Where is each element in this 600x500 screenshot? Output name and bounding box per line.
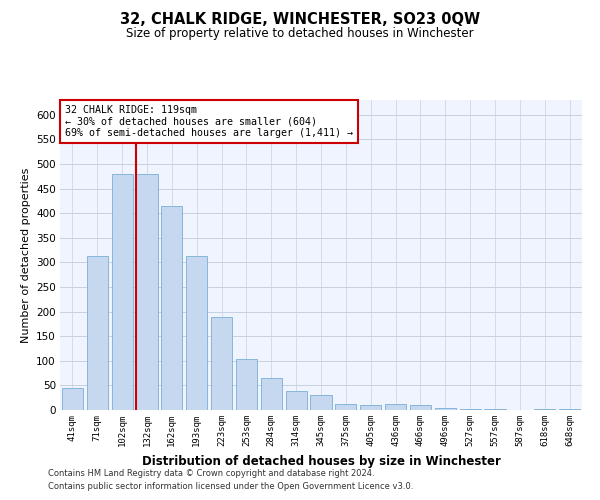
Bar <box>136 174 158 410</box>
Y-axis label: Number of detached properties: Number of detached properties <box>20 168 31 342</box>
Bar <box>435 408 456 410</box>
Bar <box>534 408 555 410</box>
Text: 32 CHALK RIDGE: 119sqm
← 30% of detached houses are smaller (604)
69% of semi-de: 32 CHALK RIDGE: 119sqm ← 30% of detached… <box>65 104 353 138</box>
Bar <box>236 360 257 410</box>
Bar <box>559 409 580 410</box>
Bar <box>335 404 356 410</box>
Text: Contains public sector information licensed under the Open Government Licence v3: Contains public sector information licen… <box>48 482 413 491</box>
Bar <box>286 392 307 410</box>
Bar <box>261 378 282 410</box>
Bar <box>310 395 332 410</box>
Bar <box>410 405 431 410</box>
Bar <box>186 256 207 410</box>
Text: Size of property relative to detached houses in Winchester: Size of property relative to detached ho… <box>126 28 474 40</box>
Bar <box>360 405 381 410</box>
Bar <box>460 408 481 410</box>
Bar <box>87 256 108 410</box>
Bar <box>112 174 133 410</box>
Bar <box>385 404 406 410</box>
Bar <box>161 206 182 410</box>
X-axis label: Distribution of detached houses by size in Winchester: Distribution of detached houses by size … <box>142 455 500 468</box>
Text: 32, CHALK RIDGE, WINCHESTER, SO23 0QW: 32, CHALK RIDGE, WINCHESTER, SO23 0QW <box>120 12 480 28</box>
Bar <box>484 409 506 410</box>
Bar <box>62 388 83 410</box>
Bar <box>211 316 232 410</box>
Text: Contains HM Land Registry data © Crown copyright and database right 2024.: Contains HM Land Registry data © Crown c… <box>48 468 374 477</box>
